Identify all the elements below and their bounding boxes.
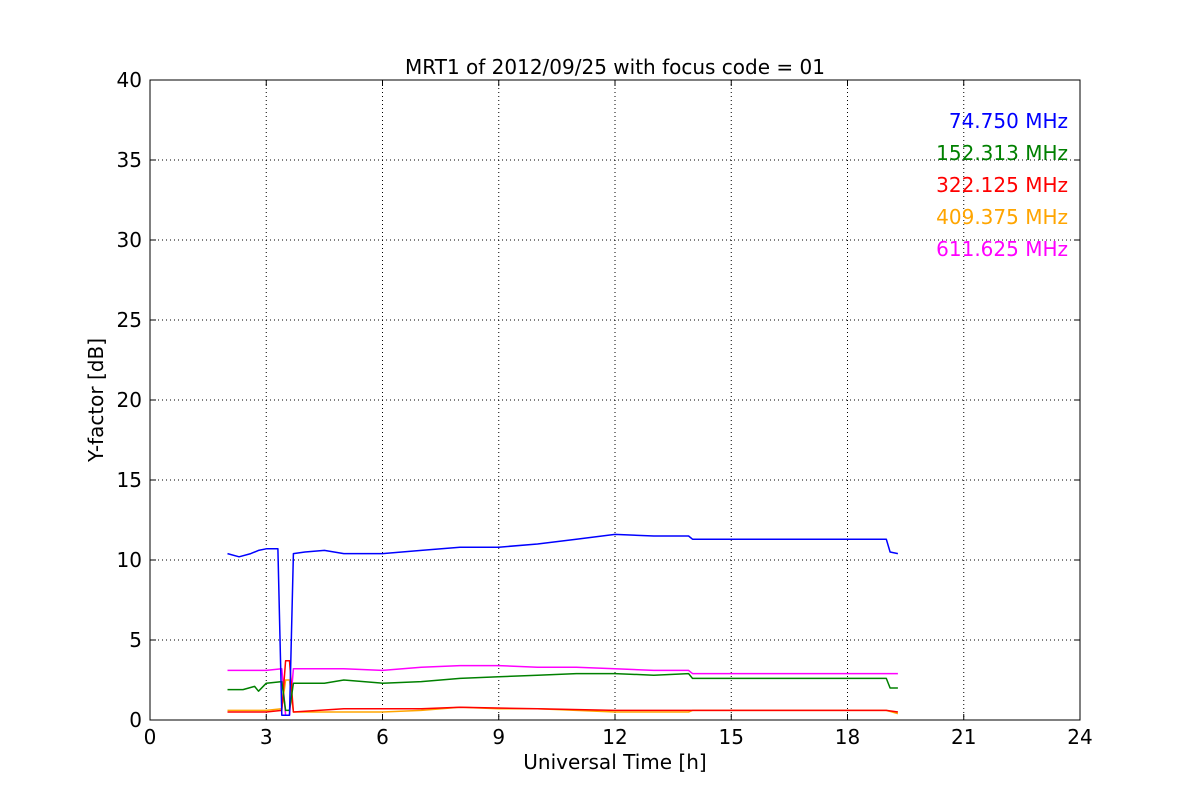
y-tick-label: 20 (117, 388, 142, 412)
y-tick-label: 35 (117, 148, 142, 172)
y-tick-label: 5 (129, 628, 142, 652)
legend-entry: 322.125 MHz (936, 173, 1068, 197)
series-line (227, 533, 899, 716)
x-axis-label: Universal Time [h] (523, 750, 706, 774)
y-tick-label: 15 (117, 468, 142, 492)
y-tick-label: 10 (117, 548, 142, 572)
x-tick-label: 21 (951, 725, 976, 749)
y-tick-label: 30 (117, 228, 142, 252)
series-line (227, 672, 898, 712)
ticks: 0 3 6 9 12 15 18 21 24 0 5 10 15 20 25 30 35 40 (117, 68, 1093, 749)
series-line (227, 679, 899, 715)
y-tick-label: 0 (129, 708, 142, 732)
y-tick-label: 40 (117, 68, 142, 92)
x-tick-label: 0 (144, 725, 157, 749)
chart-title: MRT1 of 2012/09/25 with focus code = 01 (405, 55, 825, 79)
legend-entry: 74.750 MHz (949, 109, 1068, 133)
x-tick-label: 24 (1067, 725, 1092, 749)
x-tick-label: 12 (602, 725, 627, 749)
legend-entry: 611.625 MHz (936, 237, 1068, 261)
legend: 74.750 MHz 152.313 MHz 322.125 MHz 409.375 … (936, 109, 1068, 261)
x-tick-label: 6 (376, 725, 389, 749)
series-layer (227, 533, 899, 716)
x-tick-label: 18 (835, 725, 860, 749)
y-axis-label: Y-factor [dB] (84, 338, 108, 463)
x-tick-label: 15 (719, 725, 744, 749)
y-tick-label: 25 (117, 308, 142, 332)
x-tick-label: 9 (492, 725, 505, 749)
grid (150, 80, 1080, 720)
x-tick-label: 3 (260, 725, 273, 749)
legend-entry: 409.375 MHz (936, 205, 1068, 229)
legend-entry: 152.313 MHz (936, 141, 1068, 165)
